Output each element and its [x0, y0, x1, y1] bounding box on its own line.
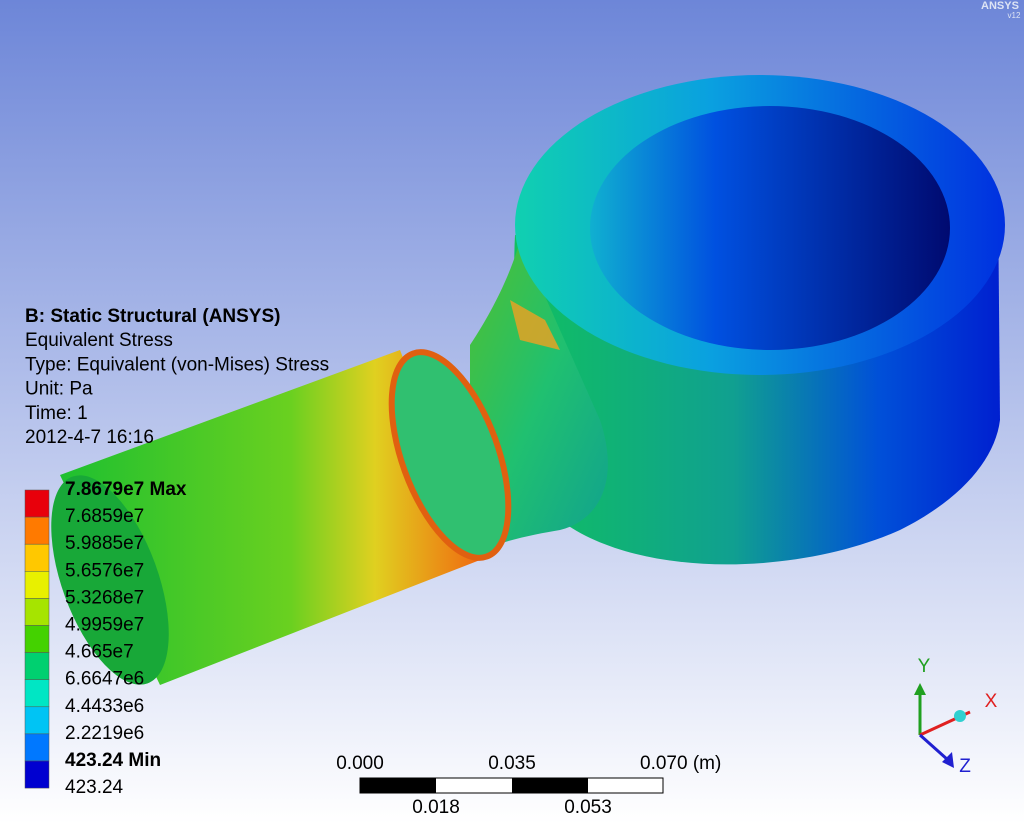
scale-label: 0.000: [336, 753, 384, 774]
info-panel: B: Static Structural (ANSYS) Equivalent S…: [25, 306, 329, 448]
legend-label: 5.3268e7: [65, 587, 144, 608]
info-line: Unit: Pa: [25, 379, 93, 400]
info-line: Equivalent Stress: [25, 330, 173, 351]
legend-label: 4.9959e7: [65, 615, 144, 636]
legend-label: 7.6859e7: [65, 506, 144, 527]
legend-swatch: [24, 543, 50, 572]
legend-label: 2.2219e6: [65, 723, 144, 744]
legend-label: 6.6647e6: [65, 669, 144, 690]
model: [51, 75, 1005, 685]
legend-swatch: [24, 489, 50, 518]
z-arrow: [942, 752, 954, 768]
legend: 7.8679e7 Max 7.6859e7 5.9885e7 5.6576e7 5.32…: [24, 479, 187, 798]
scale-labels: 0.000 0.035 0.070 (m) 0.018 0.053: [336, 753, 721, 818]
legend-label: 5.6576e7: [65, 560, 144, 581]
legend-label: 423.24: [65, 777, 124, 798]
legend-swatch: [24, 652, 50, 680]
legend-swatch: [24, 516, 50, 545]
ring-hole: [590, 106, 950, 350]
legend-label: 7.8679e7 Max: [65, 479, 187, 500]
triad-y: Y: [918, 656, 931, 677]
scale-segment: [512, 778, 588, 793]
legend-swatch: [24, 625, 50, 653]
logo-version: v12: [1008, 11, 1021, 20]
legend-label: 4.665e7: [65, 642, 134, 663]
legend-swatch: [24, 760, 50, 789]
y-arrow: [914, 683, 926, 695]
scale-label: 0.053: [564, 797, 612, 818]
legend-swatch: [24, 598, 50, 626]
triad-ball: [954, 710, 966, 722]
scale-label: 0.018: [412, 797, 460, 818]
legend-label: 5.9885e7: [65, 533, 144, 554]
info-line: Type: Equivalent (von-Mises) Stress: [25, 354, 329, 375]
info-line: Time: 1: [25, 403, 88, 424]
scale-segment: [360, 778, 436, 793]
scale-label: 0.035: [488, 753, 536, 774]
collar: [388, 349, 512, 561]
axis-triad: Y X Z: [914, 656, 998, 777]
triad-x: X: [985, 691, 998, 712]
scale-bar: [359, 777, 664, 794]
info-line: B: Static Structural (ANSYS): [25, 306, 280, 327]
triad-z: Z: [959, 756, 971, 777]
logo-brand: ANSYS: [981, 0, 1019, 12]
legend-swatch: [24, 571, 50, 599]
info-line: 2012-4-7 16:16: [25, 427, 154, 448]
legend-label: 423.24 Min: [65, 750, 161, 771]
z-axis: [919, 733, 949, 762]
scale-label: 0.070 (m): [640, 753, 721, 774]
hotspot: [510, 300, 560, 350]
legend-label: 4.4433e6: [65, 696, 144, 717]
legend-swatch: [24, 733, 50, 762]
shaft-end: [51, 475, 169, 685]
legend-swatch: [24, 679, 50, 708]
legend-swatch: [24, 706, 50, 735]
